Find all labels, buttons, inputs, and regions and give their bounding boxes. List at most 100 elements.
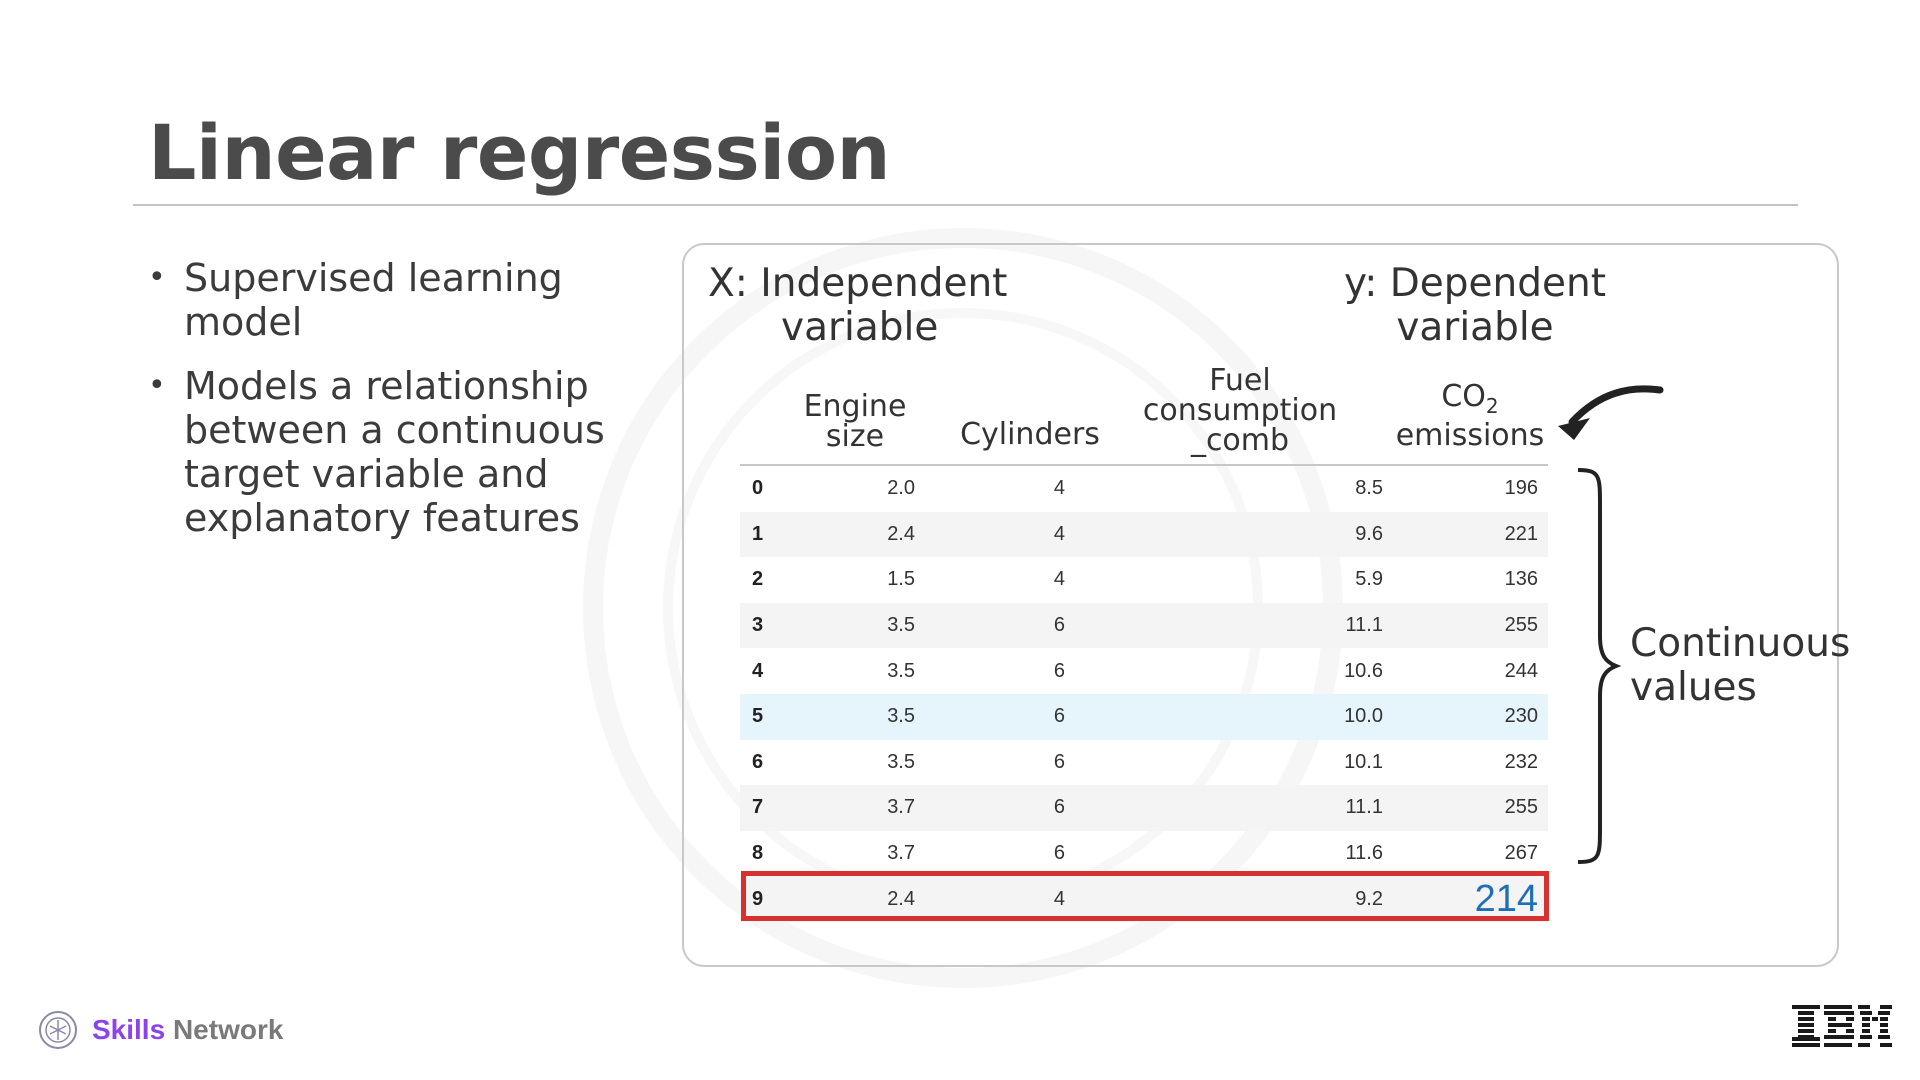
co2-emissions-cell: 267 (1504, 842, 1538, 865)
predicted-co2-value: 214 (1383, 876, 1548, 922)
table-body: 0 2.0 4 8.5 196 1 2.4 4 9.6 221 2 1.5 4 5.9 136 3 3.5 6 11… (740, 466, 1548, 922)
cylinders-cell: 6 (1053, 842, 1065, 865)
table-top-rule (740, 464, 1548, 466)
cylinders-cell: 4 (1053, 477, 1065, 500)
column-header-line: Engine (803, 389, 907, 424)
x-variable-label: X: Independent variable (708, 262, 1008, 350)
title-divider (133, 204, 1798, 206)
column-header-line: size (825, 419, 885, 454)
co2-emissions-cell: 136 (1504, 568, 1538, 591)
co2-text: CO (1441, 379, 1486, 414)
engine-size-cell: 3.5 (887, 659, 915, 682)
fuel-consumption-cell: 10.6 (1344, 659, 1383, 682)
table: 0 2.0 4 8.5 196 1 2.4 4 9.6 221 2 1.5 4 5.9 136 3 3.5 6 11… (740, 466, 1548, 922)
fuel-consumption-cell: 11.1 (1093, 602, 1383, 649)
fuel-consumption-cell: 11.6 (1345, 842, 1383, 865)
column-header-fuel: Fuel consumption _comb (1130, 366, 1350, 456)
fuel-consumption-cell: 8.5 (1355, 477, 1383, 500)
table-row: 7 3.7 6 11.1 255 (740, 785, 1548, 831)
row-index: 0 (752, 477, 764, 500)
engine-size-cell: 2.0 (887, 477, 915, 500)
co2-emissions-cell: 196 (1504, 477, 1538, 500)
row-index: 1 (740, 511, 812, 558)
engine-size-cell: 3.7 (887, 842, 915, 865)
y-label-line1: y: Dependent (1343, 261, 1607, 306)
x-label-line2: variable (781, 305, 939, 350)
slide-title: Linear regression (148, 108, 891, 197)
table-row: 1 2.4 4 9.6 221 (740, 511, 1548, 558)
table-row: 4 3.5 6 10.6 244 (740, 648, 1548, 694)
cylinders-cell: 4 (915, 876, 1093, 922)
fuel-consumption-cell: 10.0 (1093, 693, 1383, 740)
row-index: 6 (752, 750, 764, 773)
cylinders-cell: 6 (1053, 750, 1065, 773)
fuel-consumption-cell: 10.1 (1344, 750, 1383, 773)
engine-size-cell: 2.4 (812, 876, 915, 922)
curly-brace-icon (1577, 468, 1622, 864)
column-header-co2: CO2 emissions (1380, 382, 1560, 451)
engine-size-cell: 3.5 (887, 750, 915, 773)
figure-panel (682, 243, 1839, 967)
engine-size-cell: 3.5 (812, 602, 915, 649)
continuous-line1: Continuous (1630, 621, 1851, 666)
table-row: 2 1.5 4 5.9 136 (740, 557, 1548, 603)
co2-subscript: 2 (1485, 394, 1499, 418)
column-header-line: consumption (1142, 393, 1338, 428)
ibm-logo (1792, 1005, 1892, 1047)
row-index: 8 (752, 842, 764, 865)
column-header-line: Cylinders (960, 417, 1100, 452)
cylinders-cell: 6 (915, 693, 1093, 740)
column-header-line: emissions (1395, 418, 1545, 453)
fuel-consumption-cell: 9.2 (1093, 876, 1383, 922)
engine-size-cell: 1.5 (887, 568, 915, 591)
column-header-cylinders: Cylinders (950, 420, 1110, 450)
row-index: 2 (752, 568, 764, 591)
row-index: 7 (740, 785, 812, 831)
y-variable-label: y: Dependent variable (1325, 262, 1625, 350)
row-index: 4 (752, 659, 764, 682)
brand-skills: Skills (92, 1014, 166, 1045)
row-index: 3 (740, 602, 812, 649)
co2-emissions-cell: 255 (1383, 785, 1548, 831)
cylinders-cell: 6 (1053, 659, 1065, 682)
co2-emissions-cell: 230 (1383, 693, 1548, 740)
skills-network-logo-icon (39, 1011, 77, 1049)
cylinders-cell: 4 (915, 511, 1093, 558)
cylinders-cell: 6 (915, 602, 1093, 649)
table-row: 9 2.4 4 9.2 214 (740, 876, 1548, 922)
table-row: 5 3.5 6 10.0 230 (740, 693, 1548, 740)
table-row: 8 3.7 6 11.6 267 (740, 831, 1548, 877)
engine-size-cell: 3.7 (812, 785, 915, 831)
row-index: 9 (740, 876, 812, 922)
column-header-line: _comb (1190, 423, 1290, 458)
co2-emissions-cell: 244 (1504, 659, 1538, 682)
co2-emissions-cell: 232 (1504, 750, 1538, 773)
data-table: 0 2.0 4 8.5 196 1 2.4 4 9.6 221 2 1.5 4 5.9 136 3 3.5 6 11… (740, 464, 1548, 922)
fuel-consumption-cell: 9.6 (1093, 511, 1383, 558)
curved-arrow-icon (1558, 385, 1664, 440)
co2-emissions-cell: 221 (1383, 511, 1548, 558)
co2-emissions-cell: 255 (1383, 602, 1548, 649)
x-label-line1: X: Independent (708, 261, 1008, 306)
continuous-line2: values (1630, 665, 1757, 710)
co2-label: CO2 (1380, 382, 1560, 421)
engine-size-cell: 3.5 (812, 693, 915, 740)
fuel-consumption-cell: 11.1 (1093, 785, 1383, 831)
column-header-line: Fuel (1209, 363, 1271, 398)
bullet-list: Supervised learning model Models a relat… (148, 256, 618, 560)
table-row: 0 2.0 4 8.5 196 (740, 466, 1548, 512)
bullet-item: Supervised learning model (148, 256, 618, 344)
brand-network: Network (172, 1014, 284, 1045)
skills-network-brand: Skills Network (92, 1012, 283, 1048)
y-label-line2: variable (1396, 305, 1554, 350)
cylinders-cell: 4 (1053, 568, 1065, 591)
prediction-row-highlight-box (741, 871, 1549, 921)
column-header-engine-size: Engine size (790, 392, 920, 452)
continuous-values-label: Continuous values (1630, 622, 1850, 710)
row-index: 5 (740, 693, 812, 740)
engine-size-cell: 2.4 (812, 511, 915, 558)
cylinders-cell: 6 (915, 785, 1093, 831)
table-row: 3 3.5 6 11.1 255 (740, 602, 1548, 649)
bullet-item: Models a relationship between a continuo… (148, 364, 618, 540)
fuel-consumption-cell: 5.9 (1355, 568, 1383, 591)
